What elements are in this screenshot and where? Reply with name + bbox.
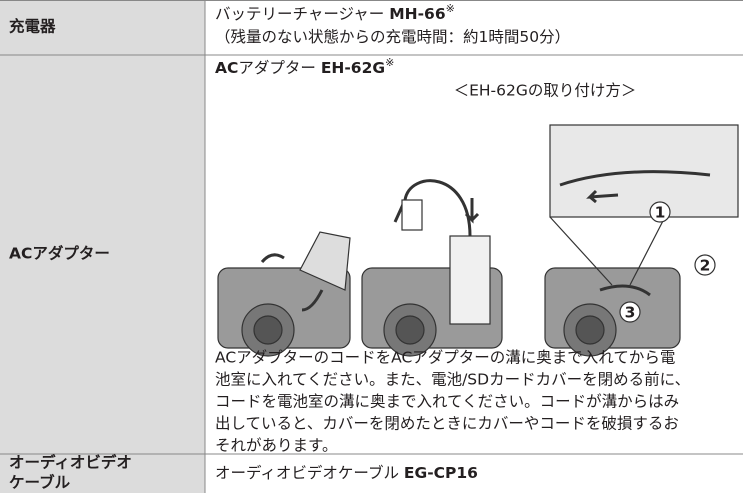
callout: 3 [625, 304, 636, 322]
text-line: バッテリーチャージャー MH-66※ [215, 2, 455, 23]
paragraph-line: 出していると、カバーを閉めたときにカバーやコードを破損するお [215, 415, 679, 433]
text-span: （残量のない状態からの充電時間：約1時間50分） [215, 28, 570, 46]
paragraph-line: コードを電池室の溝に奥まで入れてください。コードが溝からはみ [215, 393, 679, 411]
illustration [217, 124, 739, 357]
caption: ＜EH-62Gの取り付け方＞ [454, 82, 637, 100]
paragraph-line: それがあります。 [215, 437, 337, 455]
text-span: AC [215, 59, 238, 77]
callout: 1 [655, 204, 666, 222]
row-label: 充電器 [9, 17, 56, 36]
text-line: ACアダプター EH-62G※ [215, 56, 394, 77]
text-span: MH-66 [389, 5, 445, 23]
text-span: EH-62G [321, 59, 385, 77]
label-column [0, 0, 205, 493]
text-span: アダプター [238, 59, 320, 77]
text-span: ※ [385, 56, 394, 69]
paragraph-line: ACアダプターのコードをACアダプターの溝に奥まで入れてから電 [215, 349, 675, 367]
text-span: オーディオビデオケーブル [215, 463, 404, 482]
text-span: EG-CP16 [404, 464, 478, 482]
row-label: ACアダプター [9, 244, 110, 263]
row-label: オーディオビデオ [9, 453, 132, 472]
text-line: （残量のない状態からの充電時間：約1時間50分） [215, 28, 570, 46]
row-label: ケーブル [9, 473, 71, 492]
paragraph-line: 池室に入れてください。また、電池/SDカードカバーを閉める前に、 [215, 371, 690, 389]
text-span: バッテリーチャージャー [215, 5, 389, 23]
text-span: ※ [446, 2, 455, 15]
callout: 2 [700, 257, 711, 275]
text-line: オーディオビデオケーブル EG-CP16 [215, 463, 478, 482]
